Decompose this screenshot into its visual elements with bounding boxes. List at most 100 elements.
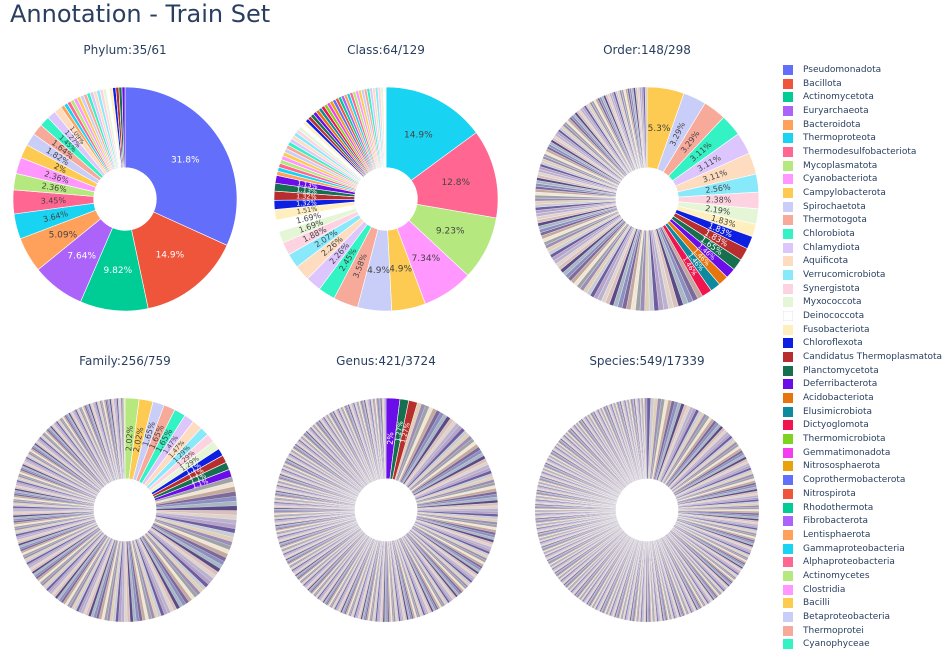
legend-swatch: [783, 311, 793, 322]
legend-label: Deferribacterota: [803, 379, 878, 390]
pie-chart-phylum: Phylum:35/6131.8%14.9%9.82%7.64%5.09%3.6…: [12, 43, 238, 312]
legend-item-synergistota[interactable]: Synergistota: [783, 283, 947, 297]
legend-item-thermoprotei[interactable]: Thermoprotei: [783, 625, 947, 639]
legend-swatch: [783, 133, 793, 144]
chart-title: Class:64/129: [347, 43, 425, 57]
legend-item-thermodesulfobacteriota[interactable]: Thermodesulfobacteriota: [783, 146, 947, 160]
legend-swatch: [783, 297, 793, 308]
legend-swatch: [783, 174, 793, 185]
legend-label: Thermodesulfobacteriota: [803, 147, 917, 158]
legend-item-actinomycetes[interactable]: Actinomycetes: [783, 570, 947, 584]
slice-minor: [123, 397, 126, 479]
legend-swatch: [783, 365, 793, 376]
legend-item-bacillota[interactable]: Bacillota: [783, 78, 947, 92]
legend-item-nitrospirota[interactable]: Nitrospirota: [783, 488, 947, 502]
legend-label: Nitrososphaerota: [803, 461, 881, 472]
legend-label: Gammaproteobacteria: [803, 543, 905, 554]
legend-item-spirochaetota[interactable]: Spirochaetota: [783, 201, 947, 215]
legend-item-pseudomonadota[interactable]: Pseudomonadota: [783, 64, 947, 78]
legend-item-planctomycetota[interactable]: Planctomycetota: [783, 365, 947, 379]
legend-label: Cyanophyceae: [803, 639, 870, 650]
page-title: Annotation - Train Set: [10, 0, 271, 28]
legend-swatch: [783, 447, 793, 458]
legend-swatch: [783, 188, 793, 199]
slice-label: 1.13%: [297, 179, 319, 191]
legend-item-bacilli[interactable]: Bacilli: [783, 597, 947, 611]
slice-minor: [121, 86, 126, 168]
legend-label: Nitrospirota: [803, 488, 856, 499]
legend-label: Actinomycetota: [803, 92, 874, 103]
legend-item-campylobacterota[interactable]: Campylobacterota: [783, 187, 947, 201]
chart-title: Family:256/759: [79, 354, 171, 368]
legend-item-aquificota[interactable]: Aquificota: [783, 255, 947, 269]
legend-swatch: [783, 570, 793, 581]
legend-label: Betaproteobacteria: [803, 611, 891, 622]
legend-item-nitrososphaerota[interactable]: Nitrososphaerota: [783, 460, 947, 474]
legend-item-coprothermobacterota[interactable]: Coprothermobacterota: [783, 474, 947, 488]
legend-item-cyanophyceae[interactable]: Cyanophyceae: [783, 638, 947, 652]
legend-label: Mycoplasmatota: [803, 160, 878, 171]
legend-swatch: [783, 92, 793, 103]
legend-swatch: [783, 529, 793, 540]
legend-label: Chlamydiota: [803, 242, 860, 253]
legend-item-chlorobiota[interactable]: Chlorobiota: [783, 228, 947, 242]
slice-label: 14.9%: [156, 250, 185, 260]
legend-item-deferribacterota[interactable]: Deferribacterota: [783, 378, 947, 392]
legend-item-myxococcota[interactable]: Myxococcota: [783, 296, 947, 310]
legend-label: Myxococcota: [803, 297, 862, 308]
pie-chart-order: Order:148/2985.3%3.29%3.29%3.11%3.11%3.1…: [534, 43, 760, 312]
legend-item-bacteroidota[interactable]: Bacteroidota: [783, 119, 947, 133]
legend-item-thermotogota[interactable]: Thermotogota: [783, 214, 947, 228]
legend-swatch: [783, 119, 793, 130]
legend-swatch: [783, 270, 793, 281]
legend-item-euryarchaeota[interactable]: Euryarchaeota: [783, 105, 947, 119]
legend-label: Alphaproteobacteria: [803, 557, 895, 568]
legend-label: Thermoprotei: [803, 625, 864, 636]
slice-minor: [645, 397, 648, 479]
legend-item-verrucomicrobiota[interactable]: Verrucomicrobiota: [783, 269, 947, 283]
legend-label: Bacillota: [803, 78, 842, 89]
legend-label: Thermomicrobiota: [803, 434, 886, 445]
legend-label: Clostridia: [803, 584, 846, 595]
legend-swatch: [783, 461, 793, 472]
legend-item-gemmatimonadota[interactable]: Gemmatimonadota: [783, 447, 947, 461]
legend-swatch: [783, 393, 793, 404]
legend-swatch: [783, 283, 793, 294]
legend-item-rhodothermota[interactable]: Rhodothermota: [783, 502, 947, 516]
legend-swatch: [783, 65, 793, 75]
legend-swatch: [783, 215, 793, 226]
legend-label: Candidatus Thermoplasmatota: [803, 352, 943, 363]
legend-swatch: [783, 242, 793, 253]
slice-label: 2%: [386, 431, 396, 445]
legend-item-cyanobacteriota[interactable]: Cyanobacteriota: [783, 173, 947, 187]
legend-item-gammaproteobacteria[interactable]: Gammaproteobacteria: [783, 543, 947, 557]
chart-title: Genus:421/3724: [336, 354, 436, 368]
legend-item-actinomycetota[interactable]: Actinomycetota: [783, 91, 947, 105]
slice-label: 5.3%: [648, 124, 671, 134]
legend-item-clostridia[interactable]: Clostridia: [783, 584, 947, 598]
legend-item-chlamydiota[interactable]: Chlamydiota: [783, 242, 947, 256]
legend-item-chloroflexota[interactable]: Chloroflexota: [783, 337, 947, 351]
legend-item-candidatus-thermoplasmatota[interactable]: Candidatus Thermoplasmatota: [783, 351, 947, 365]
legend-item-thermoproteota[interactable]: Thermoproteota: [783, 132, 947, 146]
legend-swatch: [783, 106, 793, 117]
legend-item-fusobacteriota[interactable]: Fusobacteriota: [783, 324, 947, 338]
legend-item-thermomicrobiota[interactable]: Thermomicrobiota: [783, 433, 947, 447]
legend-swatch: [783, 488, 793, 499]
legend-item-acidobacteriota[interactable]: Acidobacteriota: [783, 392, 947, 406]
slice-label: 2.38%: [706, 195, 732, 204]
legend-item-dictyoglomota[interactable]: Dictyoglomota: [783, 419, 947, 433]
legend-item-mycoplasmatota[interactable]: Mycoplasmatota: [783, 160, 947, 174]
legend-item-elusimicrobiota[interactable]: Elusimicrobiota: [783, 406, 947, 420]
legend-item-alphaproteobacteria[interactable]: Alphaproteobacteria: [783, 556, 947, 570]
legend-item-lentisphaerota[interactable]: Lentisphaerota: [783, 529, 947, 543]
legend-swatch: [783, 78, 793, 89]
legend-item-betaproteobacteria[interactable]: Betaproteobacteria: [783, 611, 947, 625]
slice-label: 7.34%: [412, 254, 441, 264]
legend-label: Chlorobiota: [803, 229, 855, 240]
legend-label: Fusobacteriota: [803, 324, 870, 335]
slice-label: 31.8%: [171, 156, 200, 166]
legend-item-fibrobacterota[interactable]: Fibrobacterota: [783, 515, 947, 529]
legend-item-deinococcota[interactable]: Deinococcota: [783, 310, 947, 324]
legend-swatch: [783, 611, 793, 622]
